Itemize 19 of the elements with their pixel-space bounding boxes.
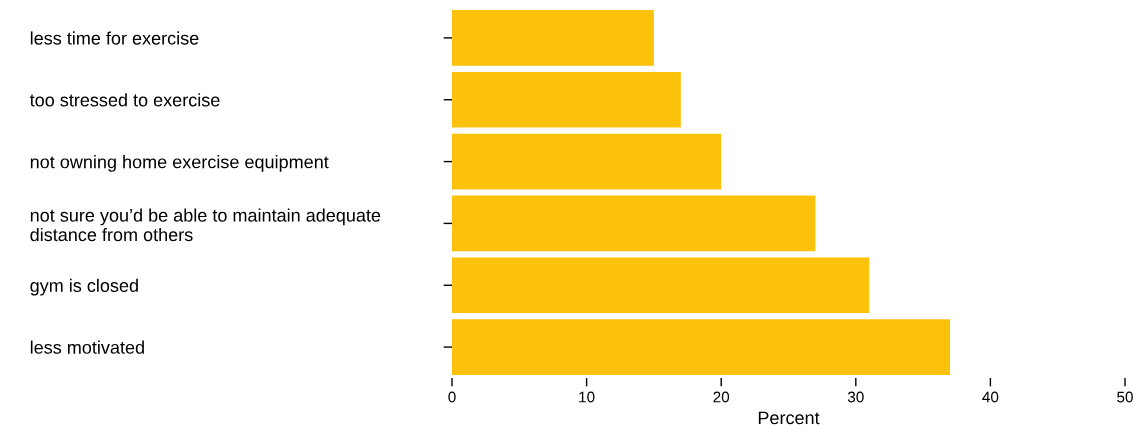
bar xyxy=(452,71,681,128)
x-tick-label: 10 xyxy=(579,391,595,403)
bar xyxy=(452,257,870,314)
bar xyxy=(452,195,816,252)
bar xyxy=(452,319,951,375)
x-tick-label: 30 xyxy=(847,391,864,403)
y-tick-label: not sure you’d be able to maintain adequate distance from others xyxy=(30,208,381,242)
y-tick-label: less time for exercise xyxy=(30,31,199,45)
x-tick-label: 20 xyxy=(713,391,730,403)
x-tick-label: 50 xyxy=(1117,391,1133,403)
bar xyxy=(452,133,722,190)
y-tick-label: not owning home exercise equipment xyxy=(30,155,329,172)
x-tick-label: 40 xyxy=(982,391,999,403)
bar xyxy=(452,10,654,66)
x-tick-label: 0 xyxy=(448,391,456,403)
x-axis-title: Percent xyxy=(758,411,820,425)
y-tick-label: too stressed to exercise xyxy=(29,93,220,107)
y-tick-label: gym is closed xyxy=(30,278,138,296)
y-tick-label: less motivated xyxy=(30,340,144,354)
